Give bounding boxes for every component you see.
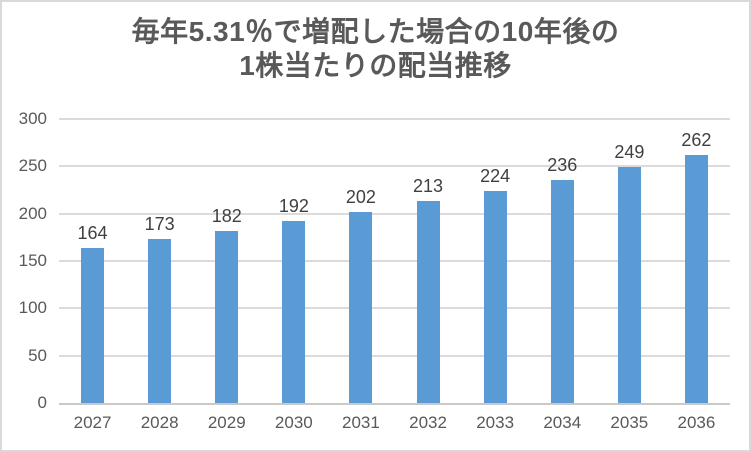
bar-2033: [483, 190, 507, 403]
x-tick-label: 2028: [140, 413, 179, 432]
bar-2029: [215, 230, 239, 403]
gridline: [59, 118, 730, 120]
bar-value-label: 192: [278, 196, 309, 217]
chart-title-line-1: 毎年5.31％で増配した場合の10年後の: [131, 16, 620, 47]
bar-2035: [617, 167, 641, 403]
chart-title: 毎年5.31％で増配した場合の10年後の 1株当たりの配当推移: [2, 15, 749, 83]
bar-value-label: 164: [77, 222, 108, 243]
gridline: [59, 165, 730, 168]
bar-value-label: 213: [413, 176, 444, 197]
chart-title-line-2: 1株当たりの配当推移: [239, 50, 512, 81]
bar-2036: [684, 154, 708, 403]
x-tick-label: 2032: [409, 413, 447, 432]
bar-value-label: 202: [345, 186, 376, 207]
gridline: [59, 307, 730, 310]
y-tick-label: 300: [18, 109, 47, 128]
bar-value-label: 182: [211, 205, 242, 226]
gridline: [59, 354, 730, 357]
y-tick-label: 100: [18, 298, 47, 318]
bar-value-label: 262: [681, 129, 712, 150]
y-tick-label: 200: [18, 203, 47, 223]
x-tick-label: 2027: [73, 413, 112, 432]
bar-value-label: 236: [547, 154, 578, 175]
bar-2034: [550, 179, 574, 403]
bar-2030: [282, 221, 306, 403]
y-tick-label: 50: [28, 345, 47, 365]
gridline: [59, 212, 730, 215]
y-axis: 0 50 100 150 200 250 300: [2, 110, 47, 412]
bar-2032: [416, 201, 440, 403]
y-tick-label: 250: [18, 156, 47, 176]
y-tick-label: 150: [18, 251, 47, 270]
x-tick-label: 2036: [677, 413, 716, 432]
x-tick-label: 2030: [274, 413, 313, 432]
bar-2028: [148, 239, 172, 403]
gridline: [59, 260, 730, 262]
x-tick-label: 2029: [207, 413, 246, 432]
x-tick-label: 2034: [543, 413, 582, 432]
x-tick-label: 2031: [342, 413, 380, 432]
plot-area: 164 173 182 192 202 213 224 236 249 262: [59, 118, 730, 405]
x-tick-label: 2035: [610, 413, 649, 432]
bar-value-label: 224: [480, 165, 511, 186]
x-tick-label: 2033: [476, 413, 515, 432]
bar-2027: [81, 247, 105, 403]
bar-value-label: 173: [144, 214, 175, 235]
x-axis: 2027 2028 2029 2030 2031 2032 2033 2034 2035 2036: [59, 411, 730, 437]
y-tick-label: 0: [37, 393, 47, 412]
bar-value-label: 249: [614, 142, 645, 163]
bar-2031: [349, 211, 373, 403]
